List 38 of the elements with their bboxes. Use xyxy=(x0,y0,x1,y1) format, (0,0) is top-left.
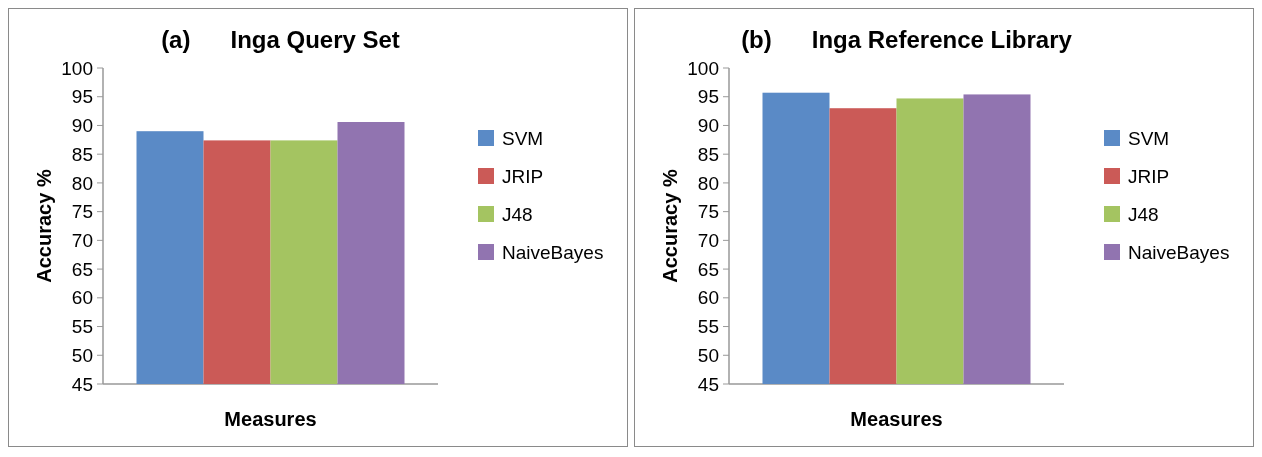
x-axis-title: Measures xyxy=(224,408,317,430)
y-tick-label: 50 xyxy=(71,344,93,366)
chart-title: (b) Inga Reference Library xyxy=(741,26,1073,53)
legend-label: NaiveBayes xyxy=(502,241,604,263)
y-tick-label: 85 xyxy=(697,143,719,165)
y-tick-label: 50 xyxy=(697,344,719,366)
legend-label: NaiveBayes xyxy=(1128,241,1230,263)
y-tick-label: 70 xyxy=(71,230,93,252)
y-tick-label: 75 xyxy=(697,201,719,223)
y-tick-label: 100 xyxy=(687,57,719,79)
y-tick-label: 80 xyxy=(71,172,93,194)
legend-label: SVM xyxy=(502,127,544,149)
y-tick-label: 80 xyxy=(697,172,719,194)
legend-label: J48 xyxy=(1128,203,1159,225)
y-tick-label: 60 xyxy=(71,287,93,309)
x-axis-title: Measures xyxy=(850,408,943,430)
y-tick-label: 90 xyxy=(71,115,93,137)
y-tick-label: 100 xyxy=(61,57,93,79)
y-tick-label: 90 xyxy=(697,115,719,137)
y-tick-label: 45 xyxy=(697,373,719,395)
y-tick-label: 95 xyxy=(71,86,93,108)
y-tick-label: 55 xyxy=(697,316,719,338)
y-axis-title: Accuracy % xyxy=(33,169,55,283)
chart-title: (a) Inga Query Set xyxy=(161,26,400,53)
y-axis-title: Accuracy % xyxy=(659,169,681,283)
y-tick-label: 45 xyxy=(71,373,93,395)
y-tick-label: 75 xyxy=(71,201,93,223)
y-tick-label: 55 xyxy=(71,316,93,338)
y-tick-label: 95 xyxy=(697,86,719,108)
y-tick-label: 65 xyxy=(697,258,719,280)
y-tick-label: 60 xyxy=(697,287,719,309)
y-tick-label: 70 xyxy=(697,230,719,252)
legend-label: JRIP xyxy=(502,165,544,187)
y-tick-label: 85 xyxy=(71,143,93,165)
y-tick-label: 65 xyxy=(71,258,93,280)
legend-label: SVM xyxy=(1128,127,1170,149)
legend-label: J48 xyxy=(502,203,533,225)
legend-label: JRIP xyxy=(1128,165,1170,187)
